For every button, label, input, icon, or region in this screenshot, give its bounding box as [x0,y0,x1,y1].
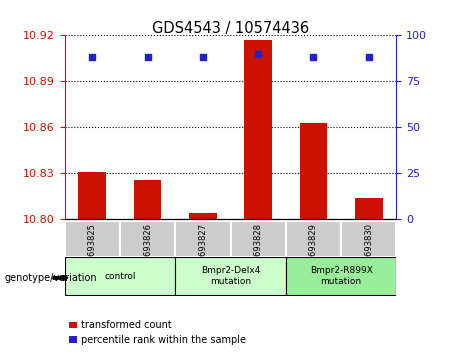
Bar [134,179,161,219]
Point [310,55,317,60]
Legend: transformed count, percentile rank within the sample: transformed count, percentile rank withi… [65,316,250,349]
Text: GSM693830: GSM693830 [364,223,373,274]
Text: GDS4543 / 10574436: GDS4543 / 10574436 [152,21,309,36]
Text: Bmpr2-Delx4
mutation: Bmpr2-Delx4 mutation [201,267,260,286]
Text: control: control [104,272,136,281]
Bar [120,221,175,257]
Bar [78,172,106,219]
Text: GSM693825: GSM693825 [88,223,97,274]
Text: genotype/variation: genotype/variation [5,273,97,283]
Point [89,55,96,60]
Text: GSM693827: GSM693827 [198,223,207,274]
Bar [300,123,327,219]
Bar [189,213,217,219]
Bar [286,257,396,295]
Bar [175,257,286,295]
Text: GSM693826: GSM693826 [143,223,152,274]
Bar [244,40,272,219]
Text: GSM693829: GSM693829 [309,223,318,274]
Bar [65,257,175,295]
Bar [341,221,396,257]
Point [254,51,262,57]
Point [199,55,207,60]
Bar [65,221,120,257]
Point [365,55,372,60]
Bar [175,221,230,257]
Bar [355,198,383,219]
Point [144,55,151,60]
Bar [286,221,341,257]
Text: Bmpr2-R899X
mutation: Bmpr2-R899X mutation [310,267,372,286]
Bar [230,221,286,257]
Text: GSM693828: GSM693828 [254,223,263,274]
